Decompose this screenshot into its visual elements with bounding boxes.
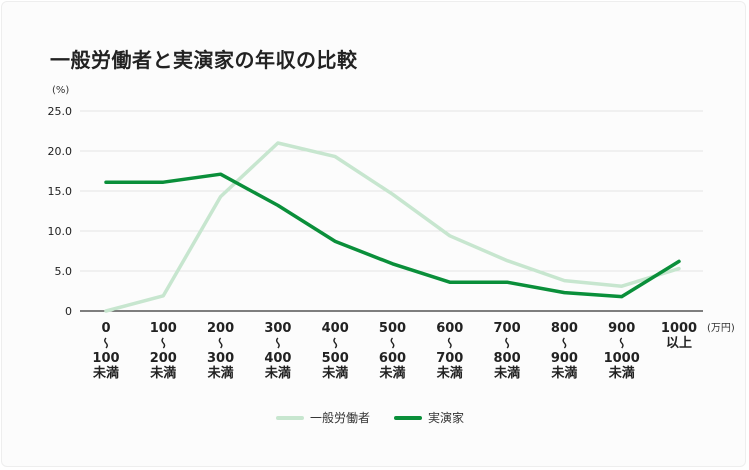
series-line-performers	[104, 172, 681, 299]
x-category-label: 700	[436, 351, 463, 366]
x-category-label: 800	[551, 321, 578, 336]
x-category-label	[218, 337, 223, 349]
x-category-label: 500	[322, 351, 349, 366]
x-category-label: 100	[150, 321, 177, 336]
x-category-label	[619, 337, 624, 349]
y-tick-label: 20.0	[48, 145, 73, 158]
x-category-label: 未満	[493, 365, 520, 381]
chart-title: 一般労働者と実演家の年収の比較	[50, 48, 358, 72]
x-category-label: 未満	[378, 365, 405, 381]
legend-label: 一般労働者	[310, 410, 370, 425]
y-axis-unit: (%)	[52, 85, 69, 96]
x-category-label	[447, 337, 452, 349]
x-category-label: 900	[608, 321, 635, 336]
x-category-label: 未満	[264, 365, 291, 381]
x-category-label	[562, 337, 567, 349]
x-category-label: 700	[494, 321, 521, 336]
x-category-label: 以上	[666, 336, 692, 351]
x-category-label: 100	[92, 351, 119, 366]
x-category-label: 未満	[550, 365, 577, 381]
x-category-label: 未満	[608, 365, 635, 381]
x-category-label: 300	[264, 321, 291, 336]
x-category-label: 600	[436, 321, 463, 336]
x-category-label	[275, 337, 280, 349]
x-category-label	[161, 337, 166, 349]
y-tick-label: 0	[65, 305, 72, 318]
x-category-label: 未満	[436, 365, 463, 381]
x-category-label: 200	[150, 351, 177, 366]
x-category-label: 600	[379, 351, 406, 366]
x-category-label: 未満	[207, 365, 234, 381]
series-line-general-workers	[104, 141, 681, 313]
x-category-label	[505, 337, 510, 349]
x-category-label: 400	[322, 321, 349, 336]
x-category-label: 未満	[321, 365, 348, 381]
x-category-label	[104, 337, 108, 349]
y-tick-label: 15.0	[48, 185, 73, 198]
x-category-label: 900	[551, 351, 578, 366]
x-category-label: 500	[379, 321, 406, 336]
x-category-label: 200	[207, 321, 234, 336]
x-category-label: 1000	[604, 351, 640, 366]
x-category-label: 未満	[149, 365, 176, 381]
x-category-label: 300	[207, 351, 234, 366]
x-axis-unit: (万円)	[707, 323, 735, 334]
x-category-label	[333, 337, 338, 349]
x-category-label	[390, 337, 395, 349]
x-category-label: 1000	[661, 321, 697, 336]
x-category-label: 未満	[92, 365, 119, 381]
y-tick-label: 10.0	[48, 225, 73, 238]
y-tick-label: 5.0	[55, 265, 73, 278]
x-category-label: 0	[101, 321, 110, 336]
y-tick-label: 25.0	[48, 105, 73, 118]
legend-label: 実演家	[428, 410, 464, 425]
x-category-label: 800	[494, 351, 521, 366]
x-category-label: 400	[264, 351, 291, 366]
